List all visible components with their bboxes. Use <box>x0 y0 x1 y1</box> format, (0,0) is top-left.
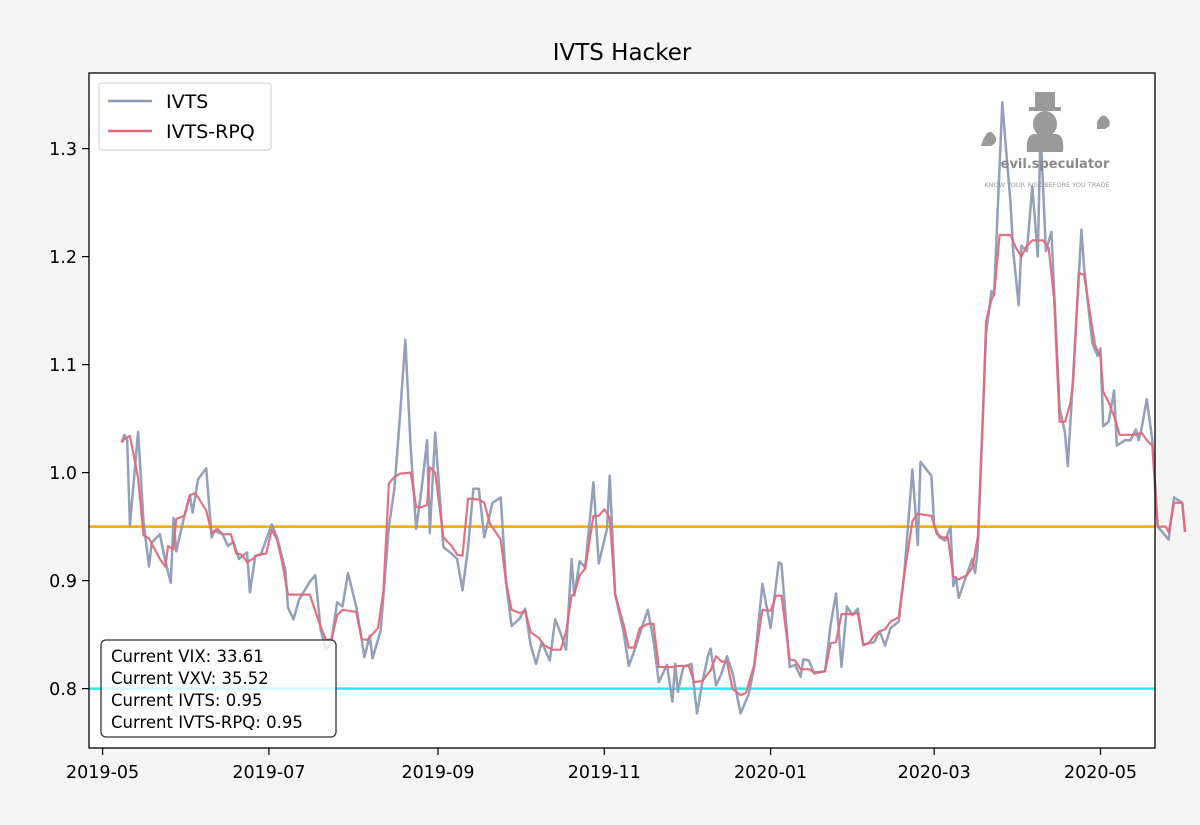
y-tick-label: 1.0 <box>49 464 77 484</box>
x-tick-label: 2019-07 <box>232 763 305 783</box>
plot-area <box>89 73 1155 748</box>
x-tick-label: 2020-05 <box>1064 763 1137 783</box>
series-lines <box>120 100 1187 715</box>
y-tick-label: 1.2 <box>49 248 77 268</box>
x-axis: 2019-05 2019-07 2019-09 2019-11 2020-01 2020-… <box>66 748 1137 783</box>
series-line-ivts <box>120 100 1187 715</box>
x-tick-label: 2019-09 <box>401 763 474 783</box>
y-tick-label: 1.3 <box>49 140 77 160</box>
info-current-vix: Current VIX: 33.61 <box>111 647 264 666</box>
info-current-vxv: Current VXV: 35.52 <box>111 669 269 688</box>
watermark: evil.speculator KNOW YOUR RISK BEFORE YO… <box>981 92 1110 189</box>
series-line-ivts-rpq <box>120 233 1187 697</box>
y-tick-label: 0.8 <box>49 680 77 700</box>
x-tick-label: 2019-11 <box>568 763 641 783</box>
info-current-ivts-rpq: Current IVTS-RPQ: 0.95 <box>111 713 303 732</box>
y-axis: 0.8 0.9 1.0 1.1 1.2 1.3 <box>49 140 89 700</box>
watermark-text: evil.speculator <box>1001 157 1110 172</box>
legend-label-ivts: IVTS <box>166 91 208 113</box>
x-tick-label: 2019-05 <box>66 763 139 783</box>
x-tick-label: 2020-01 <box>734 763 807 783</box>
watermark-tagline: KNOW YOUR RISK BEFORE YOU TRADE <box>984 181 1109 189</box>
x-tick-label: 2020-03 <box>898 763 971 783</box>
legend: IVTS IVTS-RPQ <box>98 82 272 151</box>
chart-title: IVTS Hacker <box>553 40 692 66</box>
info-box: Current VIX: 33.61 Current VXV: 35.52 Cu… <box>100 639 337 738</box>
legend-label-ivts-rpq: IVTS-RPQ <box>166 121 255 143</box>
y-tick-label: 1.1 <box>49 356 77 376</box>
y-tick-label: 0.9 <box>49 572 77 592</box>
plot-frame <box>88 72 1156 749</box>
info-current-ivts: Current IVTS: 0.95 <box>111 691 262 710</box>
watermark-logo-icon <box>981 92 1110 152</box>
info-box-frame <box>100 639 337 738</box>
